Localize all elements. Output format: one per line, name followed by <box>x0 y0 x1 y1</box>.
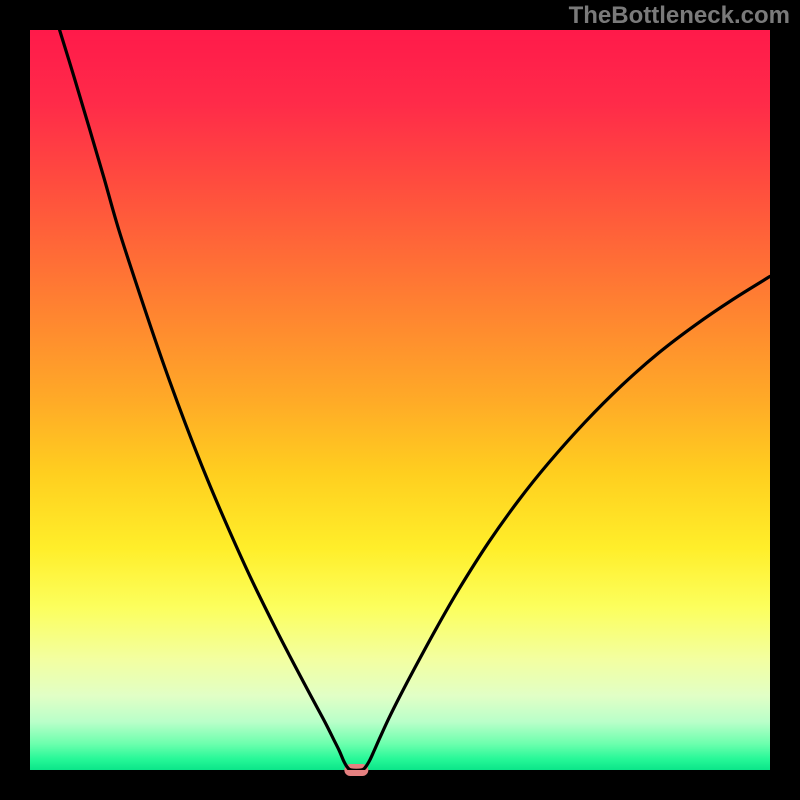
figure-root: TheBottleneck.com <box>0 0 800 800</box>
chart-svg <box>0 0 800 800</box>
plot-background <box>30 30 770 770</box>
